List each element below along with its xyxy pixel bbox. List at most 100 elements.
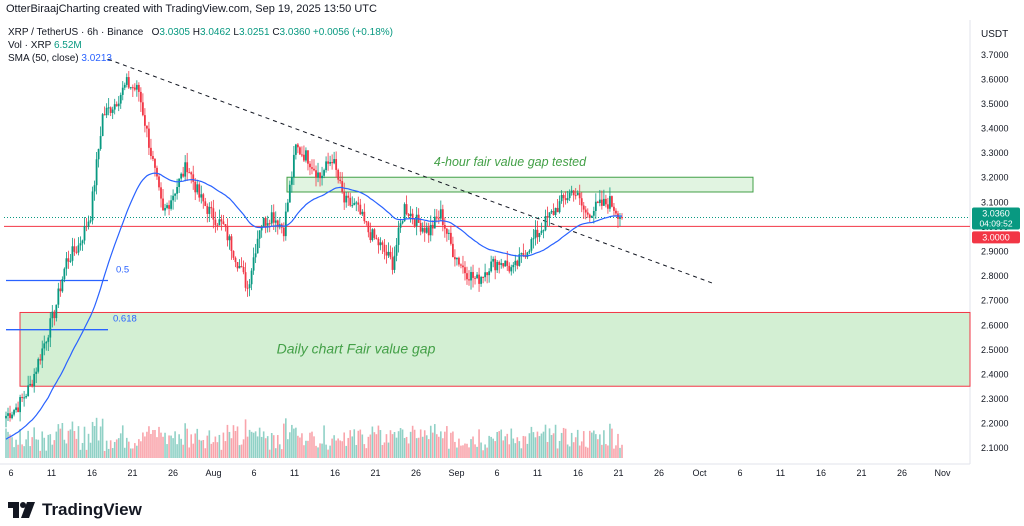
volume-bar — [552, 433, 555, 458]
candle-body — [582, 205, 585, 210]
volume-bar — [510, 428, 513, 458]
candle-body — [172, 195, 174, 201]
candle-body — [371, 229, 374, 241]
volume-bar — [458, 438, 460, 458]
candle-body — [216, 225, 219, 227]
y-tick-label: 3.3000 — [981, 148, 1009, 158]
volume-bar — [319, 443, 321, 458]
volume-bar — [252, 432, 255, 458]
candle-body — [456, 257, 458, 260]
volume-bar — [413, 429, 416, 458]
volume-bar — [119, 433, 122, 458]
volume-bar — [220, 449, 223, 458]
candle-body — [5, 415, 7, 419]
candle-body — [329, 162, 332, 164]
candle-body — [63, 268, 66, 280]
volume-bar — [55, 431, 58, 458]
candle-body — [602, 198, 605, 206]
tradingview-logo[interactable]: TradingView — [8, 500, 142, 520]
candle-body — [119, 94, 122, 104]
symbol-row[interactable]: XRP / TetherUS · 6h · Binance O3.0305 H3… — [8, 26, 393, 39]
sma-row[interactable]: SMA (50, close) 3.0213 — [8, 52, 393, 65]
volume-bar — [609, 423, 611, 458]
candle-body — [447, 232, 450, 234]
volume-bar — [586, 447, 589, 458]
volume-bar — [196, 428, 199, 458]
volume-bar — [53, 440, 56, 458]
volume-bar — [63, 439, 66, 458]
x-tick-label: 11 — [776, 468, 785, 478]
low-label: L — [233, 27, 239, 38]
candle-body — [117, 103, 120, 107]
volume-bar — [339, 440, 341, 458]
volume-bar — [160, 432, 162, 458]
candle-body — [170, 200, 172, 209]
volume-bar — [603, 430, 605, 458]
volume-bar — [295, 427, 297, 458]
sma-label[interactable]: SMA (50, close) — [8, 53, 79, 64]
volume-bar — [323, 425, 325, 458]
volume-bar — [548, 428, 551, 458]
candle-body — [141, 102, 144, 116]
candle-body — [91, 191, 94, 221]
candle-body — [331, 162, 334, 164]
volume-bar — [93, 426, 96, 458]
candle-body — [530, 239, 533, 251]
volume-bar — [9, 434, 11, 458]
volume-bar — [138, 439, 140, 458]
candle-body — [558, 201, 561, 213]
volume-label[interactable]: Vol · XRP — [8, 40, 52, 51]
volume-bar — [283, 423, 285, 458]
volume-bar — [329, 445, 331, 458]
candle-body — [307, 150, 309, 164]
candle-body — [584, 209, 587, 213]
candle-body — [548, 212, 551, 218]
candle-body — [99, 136, 102, 149]
x-tick-label: 16 — [330, 468, 340, 478]
candle-body — [196, 184, 199, 193]
candle-body — [609, 196, 611, 209]
volume-bar — [582, 431, 585, 458]
volume-bar — [240, 444, 243, 458]
candle-body — [441, 209, 444, 226]
volume-bar — [45, 450, 48, 458]
volume-bar — [524, 436, 527, 458]
candle-body — [317, 172, 319, 178]
volume-bar — [558, 440, 561, 458]
currency-label[interactable]: USDT — [981, 29, 1009, 40]
symbol-label[interactable]: XRP / TetherUS · 6h · Binance — [8, 27, 144, 38]
x-tick-label: 11 — [533, 468, 542, 478]
candle-body — [621, 217, 623, 219]
volume-bar — [166, 444, 168, 458]
candle-body — [546, 216, 549, 218]
volume-bar — [123, 447, 126, 458]
candle-body — [93, 185, 96, 192]
volume-bar — [208, 430, 211, 458]
candle-body — [536, 229, 539, 238]
candle-body — [373, 229, 376, 238]
x-tick-label: 21 — [127, 468, 137, 478]
volume-bar — [67, 430, 70, 458]
candle-body — [588, 214, 591, 218]
volume-bar — [508, 444, 511, 458]
last-price-value: 3.0360 — [982, 209, 1010, 219]
volume-bar — [158, 426, 160, 458]
volume-bar — [83, 426, 86, 458]
candle-body — [369, 232, 372, 241]
candle-body — [174, 193, 176, 196]
volume-bar — [383, 442, 386, 458]
candle-body — [313, 168, 315, 171]
candle-body — [258, 230, 261, 239]
volume-row[interactable]: Vol · XRP 6.52M — [8, 39, 393, 52]
candle-body — [315, 170, 317, 178]
volume-bar — [315, 445, 317, 458]
volume-bar — [95, 417, 98, 458]
volume-bar — [156, 437, 158, 458]
y-tick-label: 2.5000 — [981, 345, 1009, 355]
volume-bar — [97, 440, 100, 458]
candle-body — [41, 348, 44, 361]
volume-bar — [238, 445, 241, 458]
candle-body — [544, 216, 547, 231]
candle-body — [580, 198, 583, 206]
